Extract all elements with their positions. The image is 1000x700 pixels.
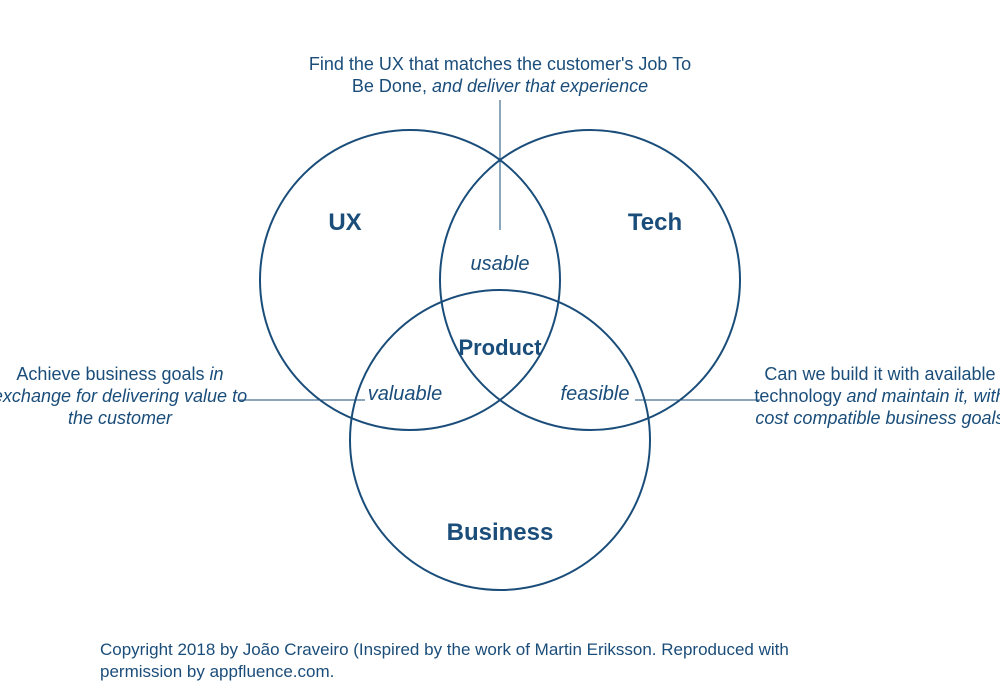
label-usable: usable [471, 253, 530, 275]
callout-right-line2: technology and maintain it, with [754, 386, 1000, 406]
label-valuable: valuable [368, 383, 443, 405]
footer-line2: permission by appfluence.com. [100, 662, 334, 681]
venn-diagram: UX Tech Business Product usable valuable… [0, 0, 1000, 700]
callout-right-line1: Can we build it with available [764, 364, 995, 384]
label-product: Product [458, 335, 542, 360]
callout-left-line3: the customer [68, 408, 173, 428]
label-ux: UX [328, 209, 361, 236]
label-tech: Tech [628, 209, 682, 236]
callout-top-line1: Find the UX that matches the customer's … [309, 54, 691, 74]
footer-line1: Copyright 2018 by João Craveiro (Inspire… [100, 640, 789, 659]
callout-left-line2: exchange for delivering value to [0, 386, 247, 406]
label-business: Business [447, 519, 554, 546]
callout-right-line3: cost compatible business goals [755, 408, 1000, 428]
callout-left-line1: Achieve business goals in [16, 364, 223, 384]
label-feasible: feasible [561, 383, 630, 405]
callout-top-line2: Be Done, and deliver that experience [352, 76, 648, 96]
